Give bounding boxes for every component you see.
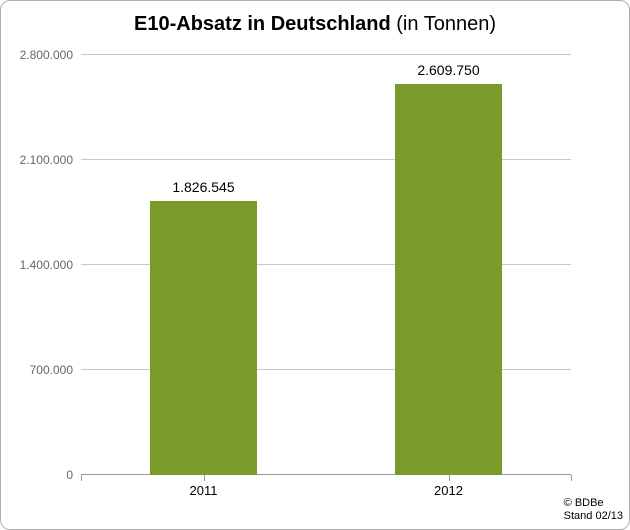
gridline (81, 54, 571, 55)
chart-frame: E10-Absatz in Deutschland (in Tonnen) 07… (0, 0, 630, 530)
y-tick-label: 2.100.000 (20, 153, 81, 167)
y-tick-label: 0 (66, 468, 81, 482)
plot-area: 0700.0001.400.0002.100.0002.800.0001.826… (81, 55, 571, 475)
bar: 1.826.545 (150, 201, 258, 475)
chart-title-bold: E10-Absatz in Deutschland (134, 13, 391, 35)
y-tick-label: 2.800.000 (20, 48, 81, 62)
x-tick (81, 475, 82, 481)
credits-line-1: © BDBe (564, 497, 623, 510)
credits-line-2: Stand 02/13 (564, 510, 623, 523)
x-tick-label: 2011 (190, 475, 218, 498)
bar: 2.609.750 (395, 84, 503, 475)
y-tick-label: 700.000 (30, 363, 81, 377)
chart-title-light: (in Tonnen) (391, 13, 496, 35)
chart-title: E10-Absatz in Deutschland (in Tonnen) (1, 13, 629, 36)
y-tick-label: 1.400.000 (20, 258, 81, 272)
x-tick-label: 2012 (434, 475, 463, 498)
x-tick (571, 475, 572, 481)
bar-value-label: 2.609.750 (417, 62, 479, 84)
credits: © BDBe Stand 02/13 (564, 497, 623, 523)
bar-value-label: 1.826.545 (172, 179, 234, 201)
